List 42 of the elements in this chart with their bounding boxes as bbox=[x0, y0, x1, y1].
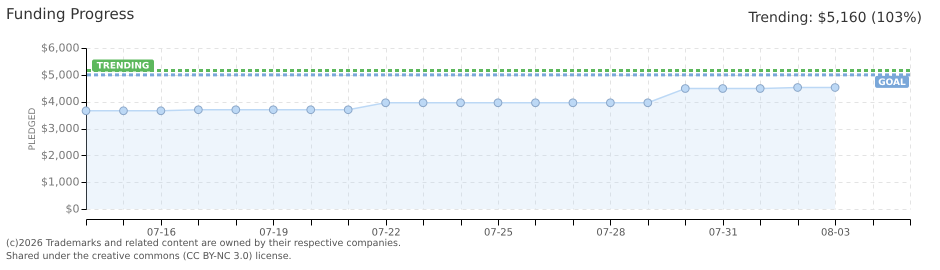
point bbox=[194, 105, 203, 114]
y-tick-label: $6,000 bbox=[41, 42, 80, 54]
chart-subtitle: Trending: $5,160 (103%) bbox=[748, 10, 922, 26]
point bbox=[156, 106, 166, 116]
x-tick-label: 07-31 bbox=[708, 228, 738, 238]
x-tick-label: 07-25 bbox=[484, 228, 514, 238]
y-tick-label: $0 bbox=[66, 202, 80, 216]
y-tick-label: $2,000 bbox=[41, 148, 80, 162]
x-tick-label: 07-28 bbox=[596, 228, 626, 238]
ref-line-label: GOAL bbox=[878, 78, 906, 88]
x-tick-label: 07-19 bbox=[259, 228, 288, 238]
chart-title: Funding Progress bbox=[6, 5, 135, 23]
point bbox=[456, 98, 465, 108]
point bbox=[418, 98, 428, 108]
point bbox=[718, 84, 728, 93]
point bbox=[268, 105, 278, 114]
y-axis-title: PLEDGED bbox=[28, 108, 38, 150]
point bbox=[119, 106, 128, 116]
point bbox=[381, 98, 390, 108]
y-tick-label: $1,000 bbox=[41, 176, 80, 189]
point bbox=[494, 98, 502, 108]
point bbox=[643, 98, 652, 108]
point bbox=[306, 105, 316, 114]
text: Shared under the creative commons (CC BY-NC 3.0) license. bbox=[6, 250, 293, 263]
point bbox=[756, 84, 765, 93]
y-tick-label: $3,000 bbox=[41, 122, 80, 135]
x-tick-label: 07-22 bbox=[372, 228, 401, 238]
text: (c)2026 Trademarks and related content are owned by their respective companies. bbox=[6, 237, 401, 250]
point bbox=[568, 98, 578, 108]
point bbox=[231, 105, 240, 114]
point bbox=[680, 84, 690, 93]
point bbox=[793, 83, 802, 92]
y-tick-label: $5,000 bbox=[41, 68, 80, 82]
point bbox=[82, 106, 90, 116]
point bbox=[531, 98, 540, 108]
point bbox=[606, 98, 615, 108]
x-tick-label: 07-16 bbox=[146, 228, 176, 238]
point bbox=[830, 83, 840, 92]
ref-line-label: TRENDING bbox=[96, 62, 150, 72]
point bbox=[344, 105, 353, 114]
y-tick-label: $4,000 bbox=[41, 95, 80, 108]
x-tick-label: 08-03 bbox=[821, 228, 850, 238]
